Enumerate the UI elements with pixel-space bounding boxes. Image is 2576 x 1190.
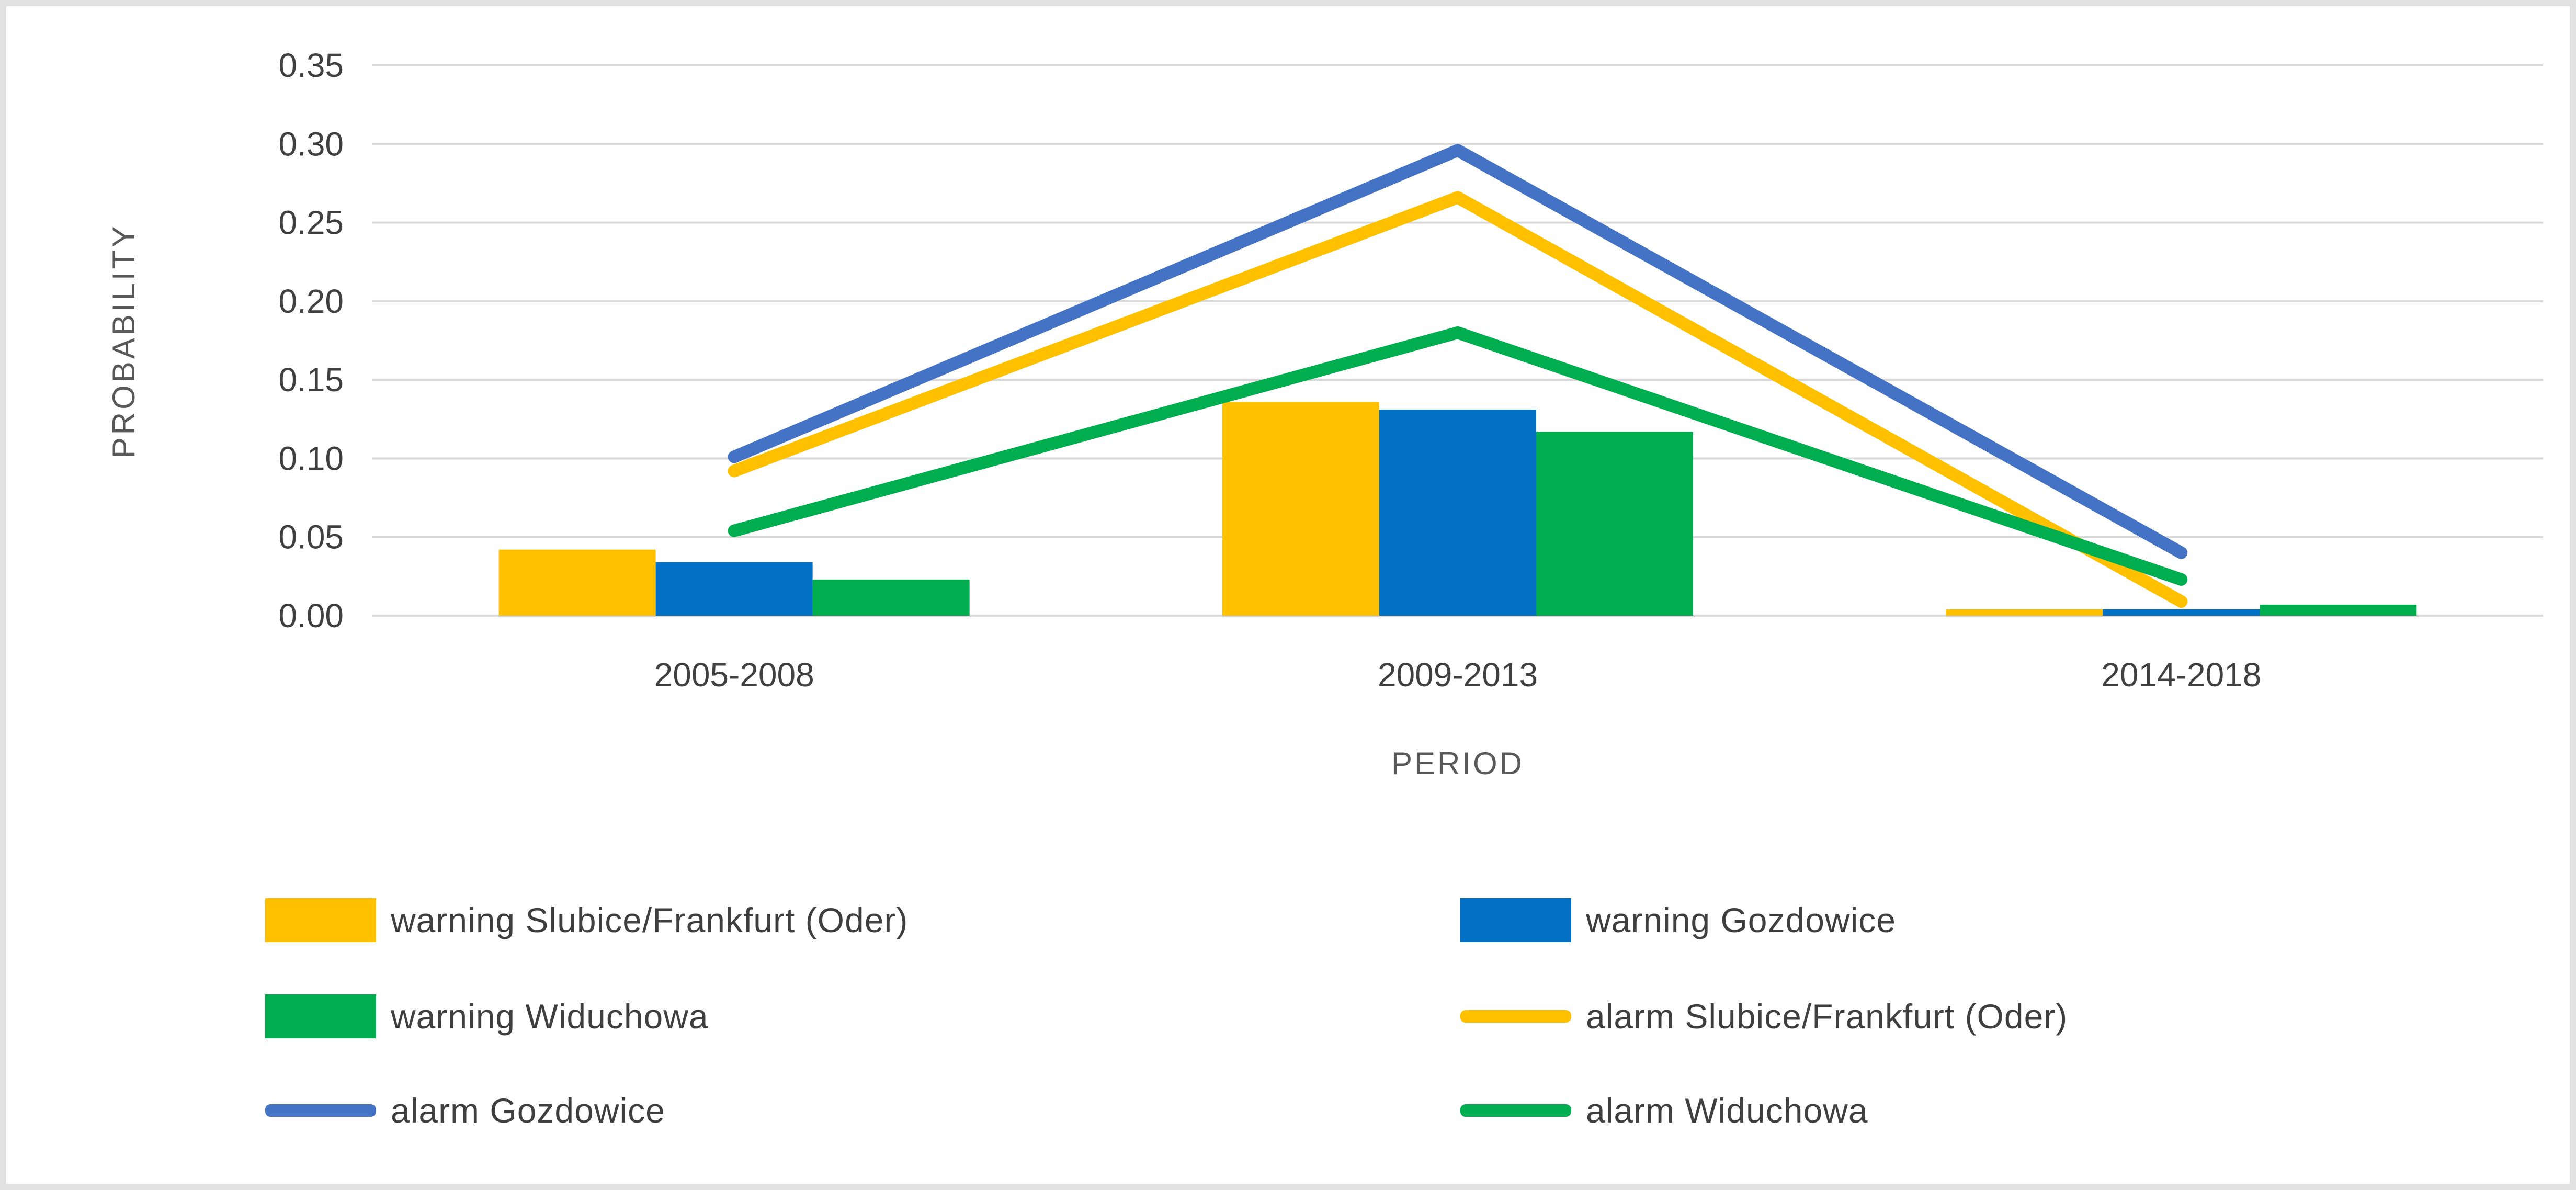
- y-tick-label-0.20: 0.20: [278, 282, 344, 320]
- bar-warning-widuchowa-2014-2018: [2260, 604, 2417, 616]
- y-axis-title: PROBABILITY: [106, 224, 141, 458]
- bar-warning-gozdowice-2009-2013: [1379, 410, 1536, 616]
- legend-label-warning-widuchowa: warning Widuchowa: [391, 997, 709, 1036]
- y-tick-label-0.00: 0.00: [278, 597, 344, 634]
- probability-combo-chart: 0.00 0.05 0.10 0.15 0.20 0.25 0.30 0.35 2005-20…: [106, 47, 2543, 781]
- legend: warning Slubice/Frankfurt (Oder) warning …: [265, 898, 2068, 1130]
- line-alarm-widuchowa: [728, 326, 2188, 586]
- x-tick-label-2005-2008: 2005-2008: [654, 656, 814, 694]
- legend-line-swatch-alarm-gozdowice: [265, 1104, 376, 1117]
- legend-line-swatch-alarm-widuchowa: [1460, 1104, 1571, 1117]
- y-tick-label-0.10: 0.10: [278, 439, 344, 477]
- x-axis-tick-labels: 2005-2008 2009-2013 2014-2018: [654, 656, 2262, 694]
- legend-item-alarm-widuchowa: alarm Widuchowa: [1460, 1091, 2068, 1130]
- x-axis-title: PERIOD: [1391, 746, 1524, 781]
- legend-bar-swatch-warning-widuchowa: [265, 994, 376, 1038]
- y-tick-label-0.15: 0.15: [278, 361, 344, 399]
- line-alarm-gozdowice: [728, 144, 2188, 559]
- legend-item-warning-slubice-frankfurt-oder: warning Slubice/Frankfurt (Oder): [265, 898, 1460, 942]
- legend-label-warning-gozdowice: warning Gozdowice: [1586, 901, 1896, 939]
- bar-series-group: [498, 402, 2417, 616]
- legend-item-warning-widuchowa: warning Widuchowa: [265, 994, 1460, 1038]
- bar-warning-gozdowice-2014-2018: [2103, 609, 2260, 616]
- y-axis-tick-labels: 0.00 0.05 0.10 0.15 0.20 0.25 0.30 0.35: [278, 47, 344, 634]
- y-tick-label-0.25: 0.25: [278, 204, 344, 242]
- bar-warning-widuchowa-2005-2008: [812, 579, 970, 616]
- legend-line-swatch-alarm-slubice-frankfurt-oder: [1460, 1010, 1571, 1023]
- bar-warning-slubice-frankfurt-oder-2014-2018: [1946, 609, 2103, 616]
- y-tick-label-0.35: 0.35: [278, 47, 344, 84]
- y-tick-label-0.30: 0.30: [278, 125, 344, 163]
- legend-label-warning-slubice-frankfurt-oder: warning Slubice/Frankfurt (Oder): [391, 901, 909, 939]
- line-alarm-slubice-frankfurt-oder: [728, 191, 2188, 608]
- bar-warning-gozdowice-2005-2008: [655, 562, 813, 616]
- legend-bar-swatch-warning-gozdowice: [1460, 898, 1571, 942]
- x-tick-label-2009-2013: 2009-2013: [1378, 656, 1538, 694]
- legend-label-alarm-gozdowice: alarm Gozdowice: [391, 1091, 665, 1130]
- legend-item-alarm-gozdowice: alarm Gozdowice: [265, 1091, 1460, 1130]
- legend-label-alarm-widuchowa: alarm Widuchowa: [1586, 1091, 1868, 1130]
- y-tick-label-0.05: 0.05: [278, 518, 344, 556]
- bar-warning-slubice-frankfurt-oder-2005-2008: [498, 549, 656, 616]
- legend-bar-swatch-warning-slubice-frankfurt-oder: [265, 898, 376, 942]
- legend-item-alarm-slubice-frankfurt-oder: alarm Slubice/Frankfurt (Oder): [1460, 994, 2068, 1038]
- bar-warning-widuchowa-2009-2013: [1536, 432, 1693, 616]
- legend-label-alarm-slubice-frankfurt-oder: alarm Slubice/Frankfurt (Oder): [1586, 997, 2068, 1036]
- legend-item-warning-gozdowice: warning Gozdowice: [1460, 898, 2068, 942]
- bar-warning-slubice-frankfurt-oder-2009-2013: [1222, 402, 1379, 616]
- x-tick-label-2014-2018: 2014-2018: [2101, 656, 2261, 694]
- line-series-group: [728, 144, 2188, 608]
